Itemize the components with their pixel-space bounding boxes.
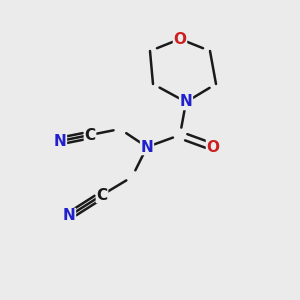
Text: N: N — [180, 94, 192, 110]
Text: O: O — [173, 32, 187, 46]
Text: O: O — [206, 140, 220, 154]
Text: N: N — [54, 134, 66, 148]
Text: C: C — [84, 128, 96, 142]
Text: N: N — [63, 208, 75, 224]
Text: C: C — [96, 188, 108, 202]
Text: N: N — [141, 140, 153, 154]
